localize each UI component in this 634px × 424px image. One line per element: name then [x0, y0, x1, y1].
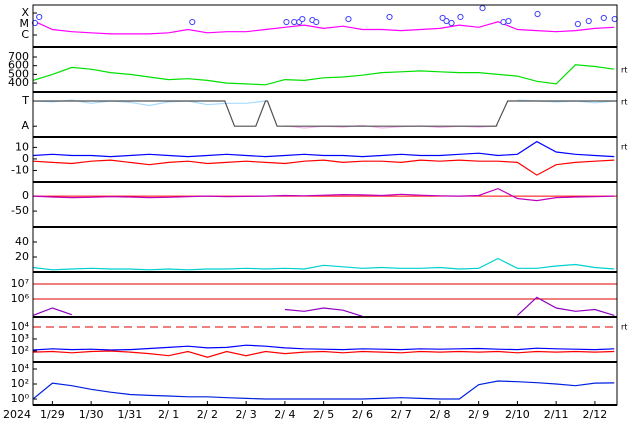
side-label: rt: [621, 143, 627, 152]
y-tick-label: -10: [11, 163, 29, 176]
series-line: [33, 257, 615, 271]
y-tick-label: A: [21, 119, 29, 132]
y-tick-label: 10: [15, 140, 29, 153]
event-marker: [574, 20, 581, 28]
event-marker: [189, 18, 196, 26]
x-tick-label: 2/ 2: [197, 408, 218, 421]
y-tick-label: -50: [11, 204, 29, 217]
y-tick-label: 10⁴: [11, 362, 30, 375]
x-axis-year: 2024: [3, 408, 31, 421]
x-tick-label: 2/ 4: [274, 408, 295, 421]
series-line: [33, 350, 615, 358]
series-line: [33, 380, 615, 400]
x-tick-label: 1/29: [40, 408, 65, 421]
x-tick-label: 2/ 9: [468, 408, 489, 421]
event-marker: [534, 10, 541, 18]
event-marker: [479, 4, 486, 12]
event-marker: [345, 15, 352, 23]
x-tick-label: 2/10: [505, 408, 530, 421]
y-tick-label: 10⁶: [11, 292, 30, 305]
y-tick-label: 700: [8, 50, 29, 63]
y-tick-label: M: [20, 17, 30, 30]
series-line: [33, 159, 615, 176]
event-marker: [291, 18, 298, 26]
y-tick-label: 10⁰: [11, 392, 30, 405]
event-marker: [500, 18, 507, 26]
x-tick-label: 1/30: [79, 408, 104, 421]
series-line: [33, 187, 615, 202]
event-marker: [457, 13, 464, 21]
x-tick-label: 2/ 1: [158, 408, 179, 421]
series-line: [33, 140, 615, 158]
event-marker: [386, 13, 393, 21]
y-tick-label: 0: [22, 189, 29, 202]
series-line: [33, 64, 615, 86]
x-tick-label: 2/11: [544, 408, 569, 421]
y-tick-label: 10²: [11, 377, 29, 390]
y-tick-label: 400: [8, 76, 29, 89]
event-marker: [439, 14, 446, 22]
x-tick-label: 2/ 5: [313, 408, 334, 421]
y-tick-label: 20: [15, 250, 29, 263]
x-tick-label: 1/31: [118, 408, 143, 421]
y-tick-label: 10²: [11, 344, 29, 357]
x-tick-label: 2/ 3: [236, 408, 257, 421]
y-tick-label: 0: [22, 152, 29, 165]
side-label: rt: [621, 323, 627, 332]
y-tick-label: C: [21, 28, 29, 41]
event-marker: [31, 19, 39, 27]
y-tick-label: 10³: [11, 332, 29, 345]
x-tick-label: 2/12: [583, 408, 608, 421]
y-tick-label: T: [21, 94, 29, 107]
y-tick-label: 10⁷: [11, 277, 29, 290]
x-tick-label: 2/ 8: [429, 408, 450, 421]
y-tick-label: 10⁴: [11, 320, 30, 333]
event-marker: [443, 17, 450, 25]
event-marker: [283, 18, 290, 26]
y-tick-label: 500: [8, 67, 29, 80]
event-marker: [585, 17, 592, 25]
event-marker: [611, 15, 618, 23]
event-marker: [36, 13, 43, 21]
series-line: [33, 344, 615, 351]
series-line: [33, 100, 617, 127]
event-marker: [313, 18, 320, 26]
y-tick-label: 40: [15, 235, 29, 248]
y-tick-label: X: [21, 6, 29, 19]
plot-frame: [32, 4, 618, 406]
event-marker: [505, 17, 512, 25]
series-line: [33, 296, 615, 317]
y-tick-label: 600: [8, 59, 29, 72]
event-marker: [600, 14, 607, 22]
side-label: rt: [621, 98, 627, 107]
x-tick-label: 2/ 7: [391, 408, 412, 421]
series-line: [33, 20, 615, 35]
event-marker: [448, 19, 455, 27]
side-label: rt: [621, 66, 627, 75]
event-marker: [299, 15, 306, 23]
x-tick-label: 2/ 6: [352, 408, 373, 421]
